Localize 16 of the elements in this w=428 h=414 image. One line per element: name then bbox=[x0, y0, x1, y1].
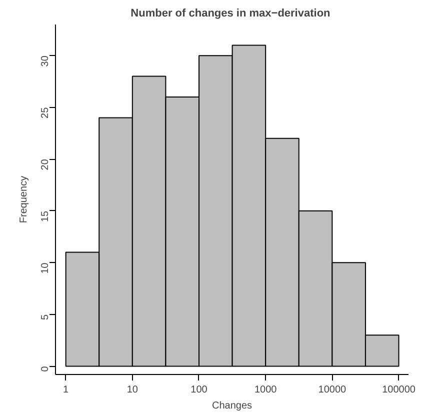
chart-title: Number of changes in max−derivation bbox=[130, 8, 331, 20]
y-tick-label: 15 bbox=[40, 210, 51, 222]
x-tick-label: 10000 bbox=[318, 384, 347, 396]
y-tick-label: 25 bbox=[40, 106, 51, 118]
x-tick-label: 10 bbox=[126, 384, 138, 396]
y-tick-label: 10 bbox=[40, 262, 51, 274]
y-axis-title: Frequency bbox=[18, 176, 30, 224]
x-axis-title: Changes bbox=[212, 400, 252, 412]
x-tick-label: 100 bbox=[190, 384, 208, 396]
y-tick-label: 5 bbox=[40, 314, 51, 320]
y-tick-label: 20 bbox=[40, 158, 51, 170]
x-tick-label: 100000 bbox=[382, 384, 416, 396]
y-tick-label: 0 bbox=[40, 366, 51, 372]
x-tick-label: 1 bbox=[63, 384, 70, 396]
y-tick-label: 30 bbox=[40, 55, 51, 67]
x-tick-label: 1000 bbox=[254, 384, 278, 396]
